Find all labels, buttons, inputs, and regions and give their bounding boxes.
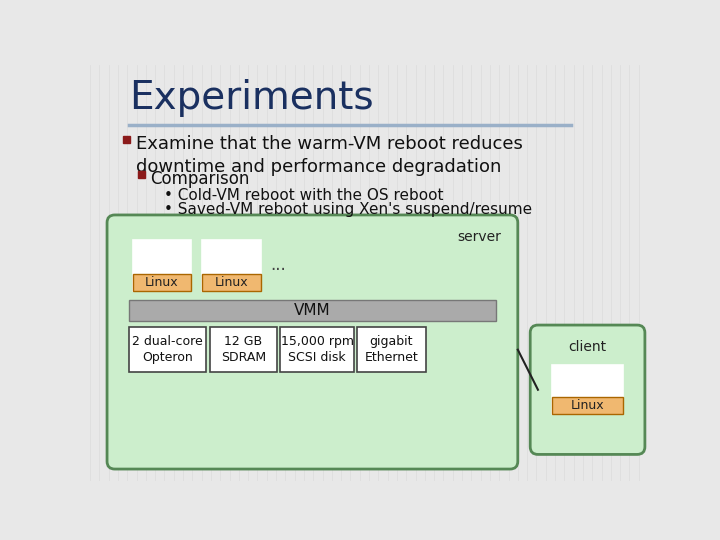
FancyBboxPatch shape	[107, 215, 518, 469]
Text: Examine that the warm-VM reboot reduces
downtime and performance degradation: Examine that the warm-VM reboot reduces …	[137, 135, 523, 177]
Text: 15,000 rpm
SCSI disk: 15,000 rpm SCSI disk	[281, 335, 354, 364]
Text: • Cold-VM reboot with the OS reboot: • Cold-VM reboot with the OS reboot	[163, 188, 443, 203]
Text: ...: ...	[270, 256, 286, 274]
Text: Experiments: Experiments	[129, 79, 374, 117]
Text: Linux: Linux	[215, 276, 248, 289]
Text: server: server	[457, 231, 500, 244]
Text: Linux: Linux	[571, 400, 604, 413]
Text: 2 dual-core
Opteron: 2 dual-core Opteron	[132, 335, 203, 364]
Bar	[129, 300, 496, 321]
FancyBboxPatch shape	[530, 325, 645, 455]
Text: client: client	[569, 340, 607, 354]
Bar	[138, 171, 145, 178]
Bar	[122, 136, 130, 143]
Bar	[202, 274, 261, 291]
Bar	[132, 274, 191, 291]
Bar	[129, 327, 206, 372]
Bar	[357, 327, 426, 372]
Bar	[552, 365, 624, 414]
Text: gigabit
Ethernet: gigabit Ethernet	[364, 335, 418, 364]
Bar	[552, 397, 624, 414]
Bar	[280, 327, 354, 372]
Bar	[132, 240, 191, 291]
Text: 12 GB
SDRAM: 12 GB SDRAM	[221, 335, 266, 364]
Text: • Saved-VM reboot using Xen's suspend/resume: • Saved-VM reboot using Xen's suspend/re…	[163, 202, 532, 217]
Text: VMM: VMM	[294, 303, 330, 318]
Bar	[202, 240, 261, 291]
Bar	[210, 327, 276, 372]
Text: Linux: Linux	[145, 276, 179, 289]
Text: Comparison: Comparison	[150, 170, 250, 188]
